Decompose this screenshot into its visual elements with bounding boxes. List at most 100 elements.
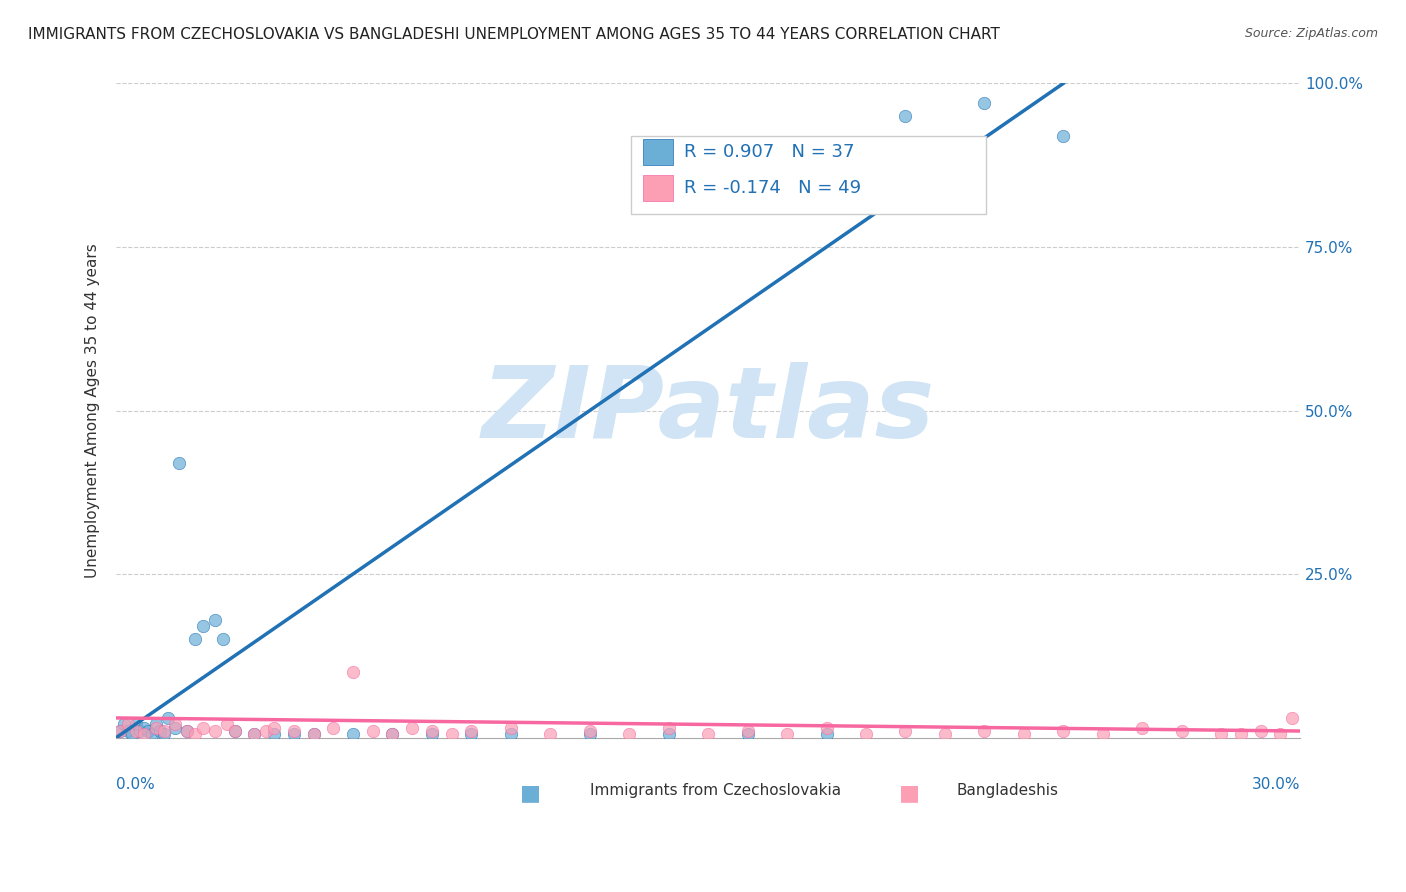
Point (658, 727, 681, 741)
Point (1012, 727, 1035, 741)
Point (697, 727, 720, 741)
Point (934, 727, 956, 741)
Text: R = -0.174   N = 49: R = -0.174 N = 49 (685, 179, 862, 197)
Point (145, 721, 167, 735)
Point (263, 721, 285, 735)
Point (578, 727, 600, 741)
Point (110, 724, 132, 739)
Point (117, 724, 139, 739)
Point (254, 724, 277, 739)
Text: ■: ■ (898, 783, 920, 804)
Point (1250, 724, 1272, 739)
Point (658, 721, 681, 735)
Point (894, 109, 917, 123)
Point (1281, 711, 1303, 725)
Point (815, 721, 838, 735)
Point (737, 727, 759, 741)
Point (538, 727, 561, 741)
Text: 0.0%: 0.0% (117, 777, 155, 792)
Point (283, 724, 305, 739)
Point (136, 724, 159, 739)
Point (1270, 727, 1292, 741)
Point (302, 727, 325, 741)
Point (132, 727, 155, 741)
Point (204, 613, 226, 627)
Text: Bangladeshis: Bangladeshis (956, 783, 1059, 798)
Point (973, 724, 995, 739)
Text: ■: ■ (520, 783, 541, 804)
FancyBboxPatch shape (643, 175, 672, 202)
Point (176, 724, 198, 739)
Point (1052, 724, 1074, 739)
Point (302, 727, 325, 741)
Point (1091, 727, 1114, 741)
Point (224, 724, 246, 739)
Point (578, 724, 600, 739)
Point (110, 724, 132, 739)
Point (776, 727, 799, 741)
Text: Immigrants from Czechoslovakia: Immigrants from Czechoslovakia (589, 783, 841, 798)
Point (184, 632, 207, 647)
Point (149, 724, 172, 739)
Point (117, 717, 139, 731)
Point (129, 724, 152, 739)
Point (176, 724, 198, 739)
Point (1209, 727, 1232, 741)
Point (145, 717, 167, 731)
Point (243, 727, 266, 741)
Point (322, 721, 344, 735)
Point (1170, 724, 1192, 739)
Point (342, 727, 364, 741)
Point (855, 727, 877, 741)
Point (263, 727, 285, 741)
Point (165, 717, 187, 731)
Point (342, 665, 364, 680)
Point (401, 721, 423, 735)
Point (815, 727, 838, 741)
Point (1230, 727, 1253, 741)
Point (460, 724, 482, 739)
Point (132, 721, 155, 735)
Point (420, 724, 443, 739)
Point (381, 727, 404, 741)
Text: IMMIGRANTS FROM CZECHOSLOVAKIA VS BANGLADESHI UNEMPLOYMENT AMONG AGES 35 TO 44 Y: IMMIGRANTS FROM CZECHOSLOVAKIA VS BANGLA… (28, 27, 1000, 42)
Text: Source: ZipAtlas.com: Source: ZipAtlas.com (1244, 27, 1378, 40)
Point (1052, 128, 1074, 143)
FancyBboxPatch shape (631, 136, 987, 214)
Text: 30.0%: 30.0% (1251, 777, 1301, 792)
Point (420, 727, 443, 741)
Point (243, 727, 266, 741)
Point (169, 456, 191, 470)
Point (361, 724, 384, 739)
Point (381, 727, 404, 741)
Text: ZIPatlas: ZIPatlas (482, 362, 935, 459)
Point (211, 632, 233, 647)
Point (440, 727, 463, 741)
Point (737, 724, 759, 739)
Point (1130, 721, 1153, 735)
Point (165, 721, 187, 735)
Point (184, 727, 207, 741)
Point (894, 724, 917, 739)
Point (191, 619, 214, 633)
Point (152, 727, 174, 741)
Point (283, 727, 305, 741)
Point (152, 724, 174, 739)
Point (204, 724, 226, 739)
Point (619, 727, 641, 741)
Point (141, 727, 163, 741)
Point (973, 96, 995, 111)
Point (499, 727, 522, 741)
Point (460, 727, 482, 741)
Point (125, 717, 148, 731)
Y-axis label: Unemployment Among Ages 35 to 44 years: Unemployment Among Ages 35 to 44 years (86, 244, 100, 578)
Point (125, 724, 148, 739)
Point (156, 711, 179, 725)
Point (224, 724, 246, 739)
Point (215, 717, 238, 731)
Point (191, 721, 214, 735)
Point (499, 721, 522, 735)
Point (112, 717, 135, 731)
Text: R = 0.907   N = 37: R = 0.907 N = 37 (685, 143, 855, 161)
FancyBboxPatch shape (643, 139, 672, 165)
